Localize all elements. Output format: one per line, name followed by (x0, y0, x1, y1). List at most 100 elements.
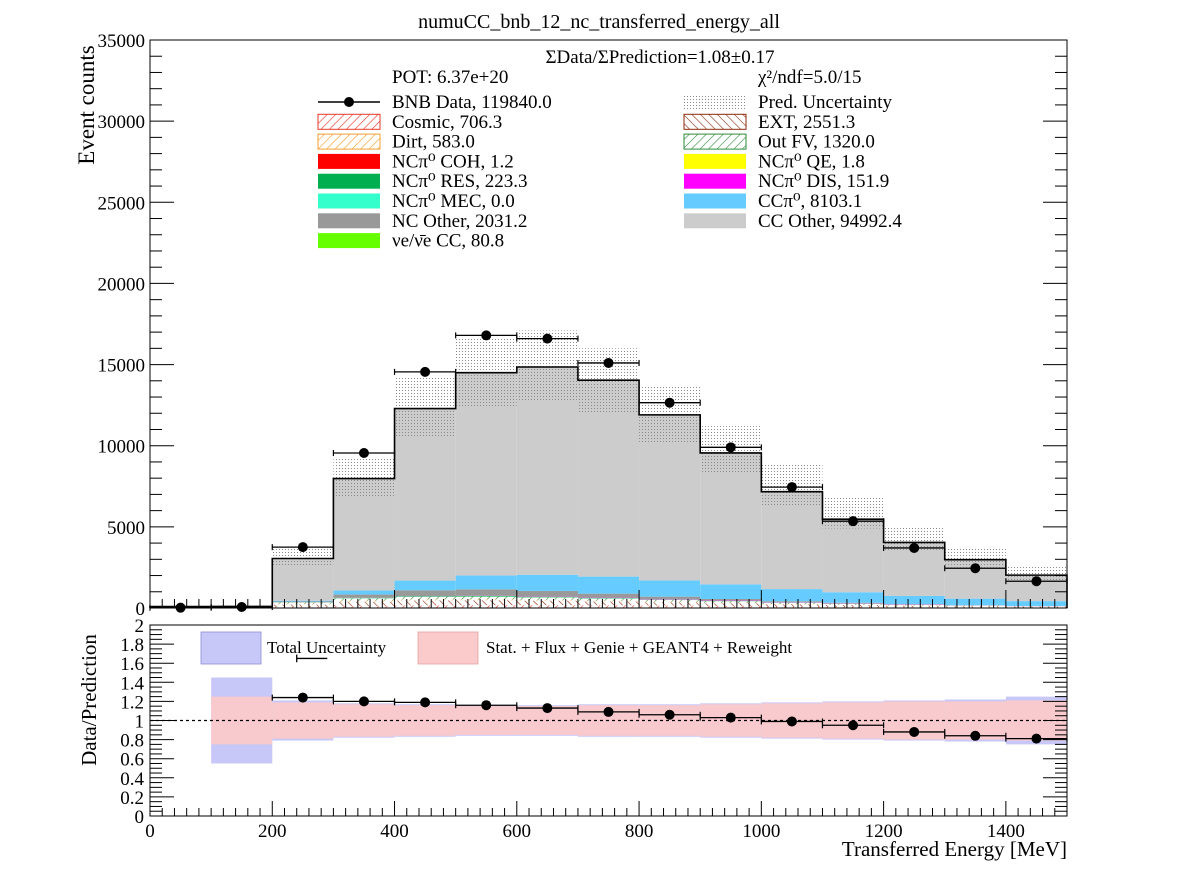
chart-title: numuCC_bnb_12_nc_transferred_energy_all (418, 11, 780, 33)
y-tick-label: 5000 (107, 518, 145, 539)
stack-bar-cc- (639, 580, 700, 596)
stack-bar-ext (333, 602, 394, 606)
legend-label: Pred. Uncertainty (758, 92, 893, 113)
ratio-point (848, 720, 858, 730)
x-tick-label: 1000 (742, 821, 780, 842)
stack-bar-dirt (639, 602, 700, 603)
ratio-y-tick-label: 1.2 (120, 692, 144, 713)
stack-bar-out-fv (395, 597, 456, 600)
syst-uncertainty-label: Stat. + Flux + Genie + GEANT4 + Reweight (486, 638, 792, 657)
x-tick-label: 600 (503, 821, 532, 842)
x-axis-label: Transferred Energy [MeV] (842, 837, 1067, 861)
stack-bar-ext (822, 605, 883, 607)
legend-swatch (318, 154, 380, 169)
legend-swatch (318, 213, 380, 228)
legend-label: NCπ⁰ MEC, 0.0 (392, 191, 515, 212)
stack-bar-out-fv (700, 601, 761, 603)
ratio-y-tick-label: 0.4 (120, 769, 144, 790)
legend-swatch (684, 114, 746, 129)
legend-label: Cosmic, 706.3 (392, 112, 502, 133)
stack-bar-out-fv (272, 602, 333, 603)
ratio-y-axis-label: Data/Prediction (77, 634, 101, 766)
data-point (726, 442, 736, 452)
data-point (970, 563, 980, 573)
data-point (604, 358, 614, 368)
legend-swatch (684, 95, 746, 110)
data-point (359, 448, 369, 458)
pred-uncertainty-bin (395, 376, 456, 438)
legend-label: Dirt, 583.0 (392, 132, 475, 153)
stack-bar-nc-other (639, 597, 700, 599)
chi2-annotation: χ²/ndf=5.0/15 (757, 67, 861, 88)
legend-swatch (318, 114, 380, 129)
ratio-y-tick-label: 0.8 (120, 731, 144, 752)
ratio-point (665, 710, 675, 720)
stack-bar-cc- (456, 576, 517, 590)
stack-bar-cc-other (822, 519, 883, 592)
stack-bar-ext (639, 602, 700, 605)
x-tick-label: 800 (625, 821, 654, 842)
stack-bar-cc- (884, 596, 945, 604)
ratio-point (420, 697, 430, 707)
stack-bar-cc- (761, 589, 822, 601)
stack-bar-ext (761, 604, 822, 606)
ratio-point (481, 700, 491, 710)
stack-bar-ext (456, 600, 517, 605)
x-tick-label: 400 (380, 821, 409, 842)
legend-label: NCπ⁰ QE, 1.8 (758, 151, 865, 172)
legend-swatch-data-marker (344, 97, 354, 107)
stack-bar-cc- (578, 577, 639, 594)
stack-bar-dirt (333, 601, 394, 602)
legend-label: NC Other, 2031.2 (392, 211, 527, 232)
pred-uncertainty-bin (333, 459, 394, 496)
ratio-point (726, 713, 736, 723)
stack-bar-out-fv (456, 597, 517, 600)
data-point (848, 516, 858, 526)
stack-bar-cc- (272, 601, 333, 602)
stack-bar-ext (1006, 607, 1067, 608)
stack-bar-dirt (456, 599, 517, 600)
ratio-y-tick-label: 0.2 (120, 788, 144, 809)
stack-bar-nc-other (822, 603, 883, 604)
ratio-y-tick-label: 2 (135, 616, 145, 637)
stack-bar-cc- (822, 592, 883, 603)
legend-label: CC Other, 94992.4 (758, 211, 902, 232)
main-y-axis-label: Event counts (74, 45, 99, 164)
ratio-y-tick-label: 1.8 (120, 635, 144, 656)
stack-bar-cc- (333, 591, 394, 595)
legend-label: Out FV, 1320.0 (758, 132, 875, 153)
stack-bar-cc- (700, 584, 761, 599)
stack-bar-out-fv (578, 598, 639, 600)
legend-swatch (684, 194, 746, 209)
stack-bar-cc- (395, 581, 456, 591)
ratio-y-tick-label: 0 (135, 807, 145, 828)
stack-bar-ext (395, 601, 456, 606)
stack-bar-dirt (395, 599, 456, 600)
data-point (298, 542, 308, 552)
ratio-point (970, 731, 980, 741)
total-uncertainty-label: Total Uncertainty (267, 638, 387, 657)
ratio-y-tick-label: 0.6 (120, 750, 144, 771)
data-point (665, 398, 675, 408)
total-uncertainty-swatch (201, 632, 261, 664)
stack-bar-dirt (272, 604, 333, 605)
legend-label: NCπ⁰ COH, 1.2 (392, 151, 514, 172)
ratio-point (298, 693, 308, 703)
y-tick-label: 30000 (98, 112, 146, 133)
y-tick-label: 15000 (98, 356, 146, 377)
x-tick-label: 0 (145, 821, 155, 842)
stack-bar-ext (272, 605, 333, 607)
legend-label: NCπ⁰ DIS, 151.9 (758, 171, 889, 192)
stack-bar-cc-other (761, 492, 822, 589)
legend-label: νe/ν̄e CC, 80.8 (392, 231, 504, 252)
legend-label: EXT, 2551.3 (758, 112, 855, 133)
legend-label: CCπ⁰, 8103.1 (758, 191, 862, 212)
legend-swatch (318, 233, 380, 248)
stack-bar-cc- (945, 599, 1006, 605)
legend-swatch (684, 174, 746, 189)
y-tick-label: 20000 (98, 274, 146, 295)
ratio-point (909, 727, 919, 737)
stack-bar-cc- (517, 575, 578, 591)
